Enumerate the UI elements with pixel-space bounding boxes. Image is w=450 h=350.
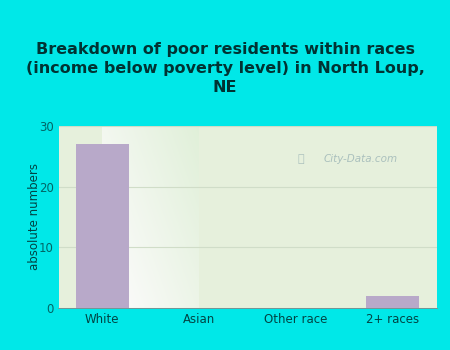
Y-axis label: absolute numbers: absolute numbers (28, 163, 41, 271)
Text: Breakdown of poor residents within races
(income below poverty level) in North L: Breakdown of poor residents within races… (26, 42, 424, 96)
Bar (366, 296, 419, 308)
Text: City-Data.com: City-Data.com (323, 154, 397, 164)
Text: Ⓠ: Ⓠ (297, 154, 304, 164)
Bar (76, 144, 129, 308)
